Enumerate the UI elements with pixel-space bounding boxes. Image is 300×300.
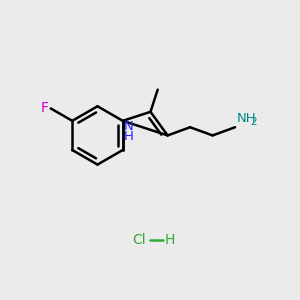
Text: N: N xyxy=(124,120,134,133)
Text: NH: NH xyxy=(236,112,256,125)
Text: 2: 2 xyxy=(250,117,257,127)
Text: Cl: Cl xyxy=(132,233,146,248)
Text: H: H xyxy=(124,130,134,143)
Text: F: F xyxy=(40,101,48,116)
Text: H: H xyxy=(165,233,175,248)
